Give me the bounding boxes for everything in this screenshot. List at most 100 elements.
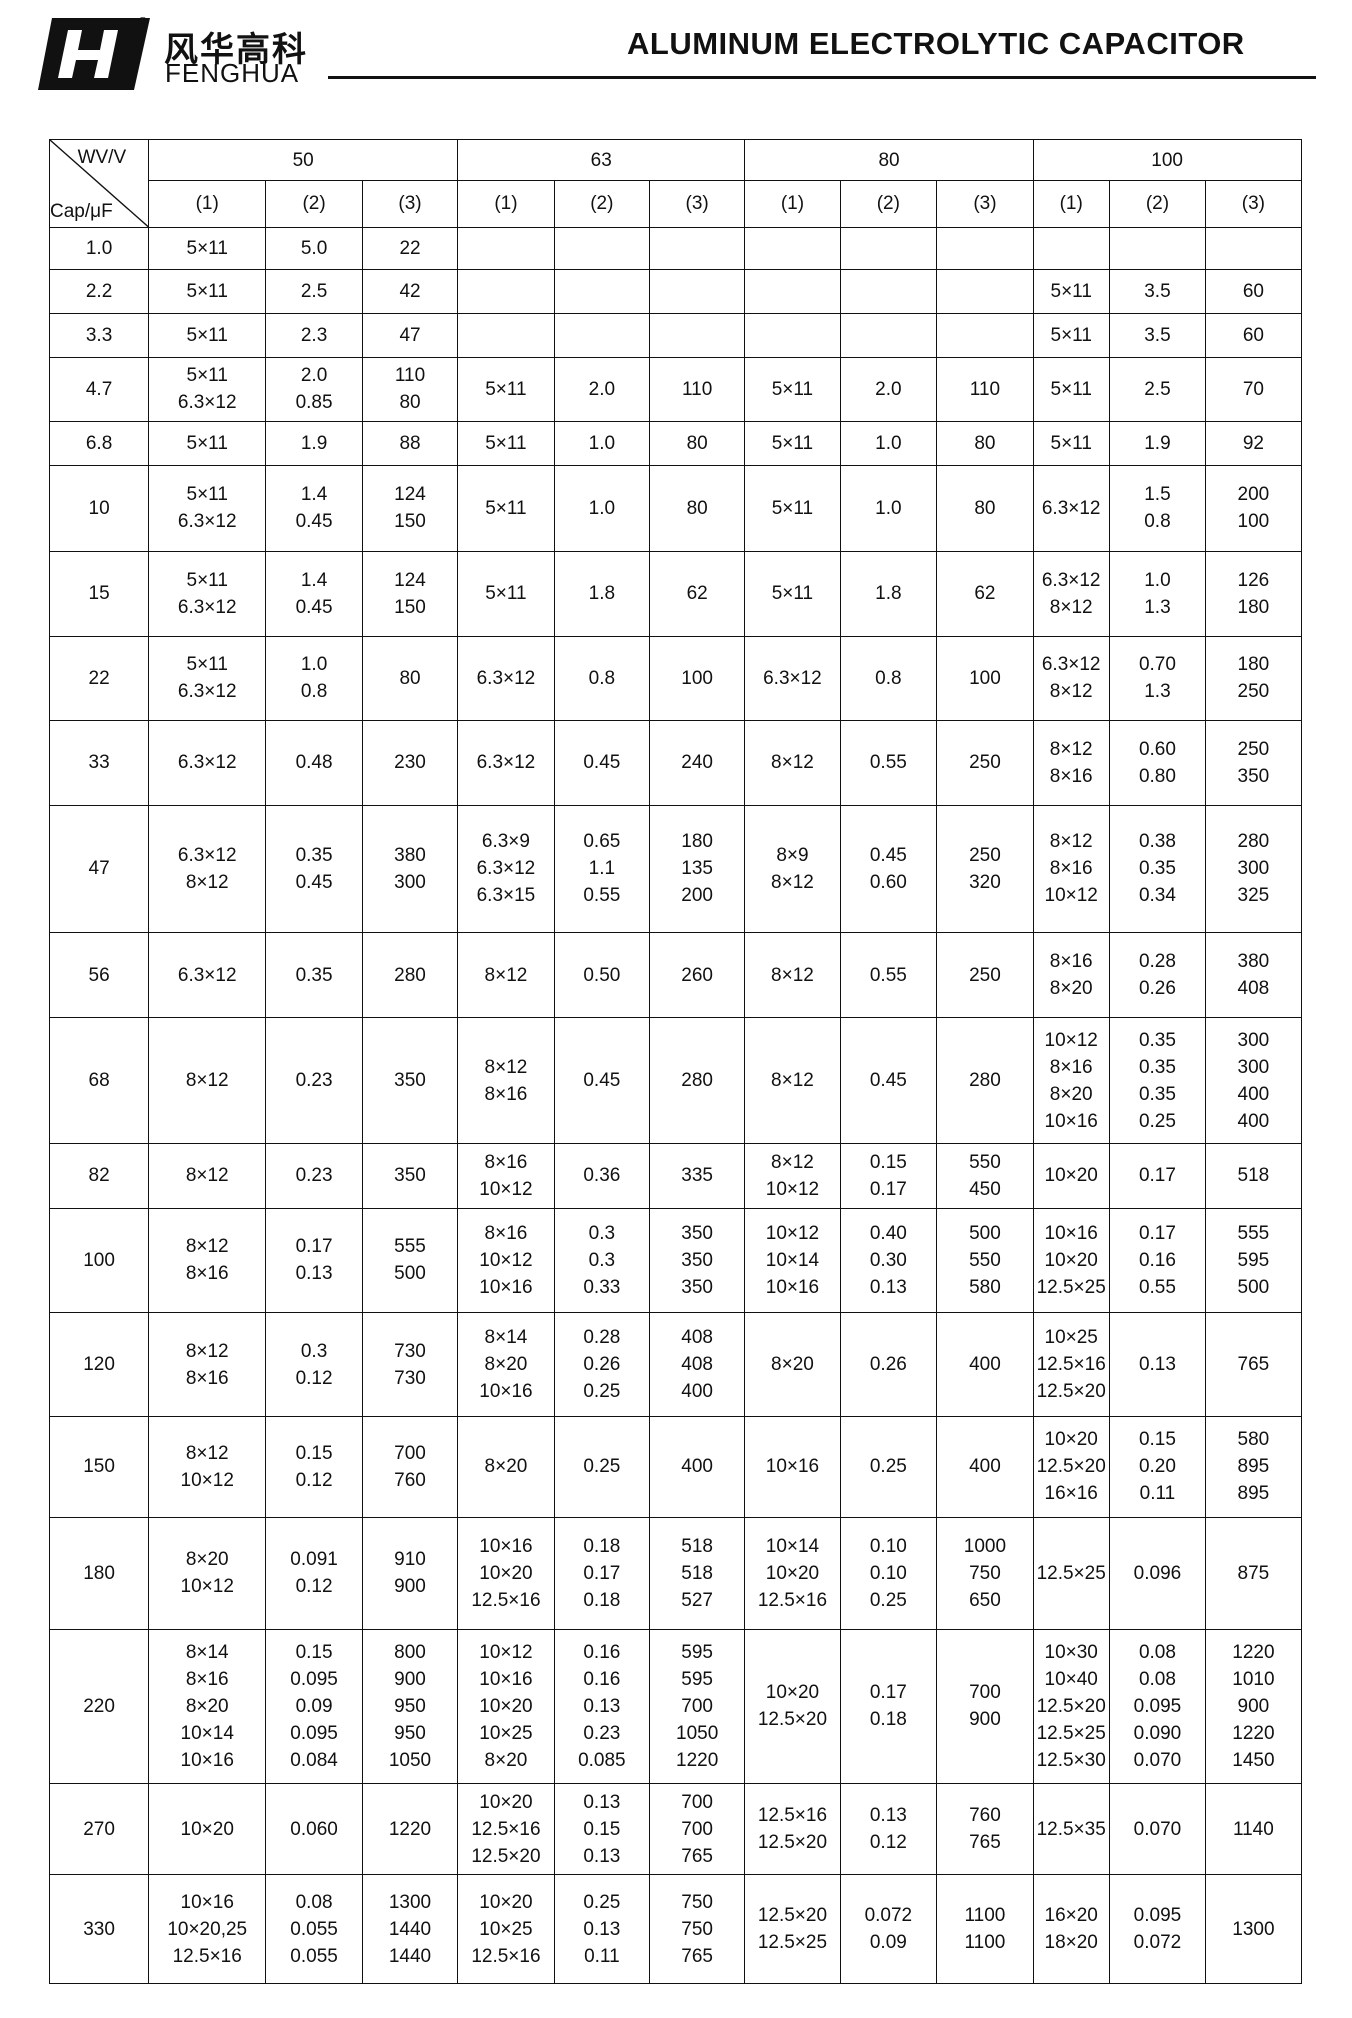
cell-line: 450 xyxy=(969,1178,1001,1200)
cell-line: 1.9 xyxy=(300,432,328,454)
cell-line: 10×20 xyxy=(479,1791,533,1813)
value-cell: 1100 1100 xyxy=(936,1874,1034,1984)
cell-line: 380 xyxy=(1237,951,1270,973)
value-cell: 5×11 xyxy=(457,464,555,552)
cell-line: 910 xyxy=(394,1549,426,1571)
value-cell xyxy=(648,312,746,358)
cell-line: 18×20 xyxy=(1044,1932,1098,1954)
cell-line: 0.3 xyxy=(588,1222,616,1244)
cell-line: 10×40 xyxy=(1044,1668,1098,1690)
cell-line: 0.36 xyxy=(583,1165,621,1187)
cell-line: 6.3×12 xyxy=(1041,497,1101,519)
cell-line: 0.16 xyxy=(583,1641,621,1663)
cell-line: 10×25 xyxy=(479,1722,533,1744)
value-cell: 1.9 xyxy=(265,420,363,466)
cell-line: 5×11 xyxy=(485,432,527,454)
cell-line: 10×16 xyxy=(1044,1110,1098,1132)
cell-line: 300 xyxy=(394,871,426,893)
value-cell: 6.3×12 xyxy=(1032,464,1110,552)
value-cell: 10×20 12.5×20 16×16 xyxy=(1032,1416,1110,1518)
value-cell: 2.5 xyxy=(1108,356,1207,422)
cell-line: 2.0 xyxy=(588,378,616,400)
cell-line: 0.55 xyxy=(869,964,907,986)
cell-line: 0.084 xyxy=(290,1749,338,1771)
cell-line: 12.5×25 xyxy=(1036,1722,1106,1744)
cell-line: 8×12 xyxy=(185,1070,229,1092)
cell-line: 325 xyxy=(1237,885,1270,907)
value-cell: 2.0 0.85 xyxy=(265,356,363,422)
cell-line: 8×20 xyxy=(185,1695,229,1717)
data-row: 82 8×12 0.23 350 8×16 10×12 0.36 335 8×12 10×12 0.… xyxy=(48,1143,1352,1209)
cell-line: 1.4 xyxy=(300,484,328,506)
cell-line: 895 xyxy=(1237,1483,1270,1505)
cell-line: 62 xyxy=(686,583,708,605)
cell-line: 5×11 xyxy=(771,378,814,400)
cell-line: 0.090 xyxy=(1133,1722,1182,1744)
value-cell: 555 595 500 xyxy=(1205,1207,1302,1313)
cell-line: 1.0 xyxy=(588,432,616,454)
cell-line: 0.40 xyxy=(869,1222,907,1244)
column-header: (2) xyxy=(553,180,651,228)
cell-line: 1.0 xyxy=(588,497,616,519)
cell-line: 0.17 xyxy=(1138,1222,1176,1244)
cell-line: 0.15 xyxy=(295,1641,333,1663)
cell-line: 0.09 xyxy=(295,1695,333,1717)
cell-line: 408 xyxy=(681,1327,713,1348)
cell-line: 765 xyxy=(681,1945,713,1967)
cell-line: 60 xyxy=(1242,324,1264,346)
cell-line: 1.3 xyxy=(1144,681,1171,703)
cell-line: 0.50 xyxy=(583,964,621,986)
registered-mark: ® xyxy=(138,14,148,29)
value-cell xyxy=(1108,226,1207,271)
value-cell: 0.8 xyxy=(839,635,938,721)
cell-line: 0.095 xyxy=(1133,1695,1182,1717)
cell-line: 5×11 xyxy=(771,497,814,519)
value-cell: 8×16 8×20 xyxy=(1032,932,1110,1019)
cell-line: 0.45 xyxy=(869,1070,907,1092)
value-cell: 250 xyxy=(936,719,1034,806)
cell-line: 0.15 xyxy=(869,1151,907,1173)
cell-line: 550 xyxy=(969,1151,1001,1173)
data-row: 4.7 5×11 6.3×12 2.0 0.85 110 80 5×11 2.0 110 5×11 2… xyxy=(48,356,1352,422)
cell-line: 8×12 xyxy=(185,1236,229,1258)
value-cell: 8×16 10×12 10×16 xyxy=(457,1207,555,1313)
cell-line: 12.5×16 xyxy=(471,1589,541,1611)
data-row: 3.3 5×11 2.3 47 5×11 3.5 60 xyxy=(48,312,1352,358)
cell-line: 550 xyxy=(969,1249,1001,1271)
cell-line: 0.08 xyxy=(295,1891,333,1913)
value-cell: 0.17 xyxy=(1108,1143,1207,1209)
cell-line: 6.3×12 xyxy=(177,844,237,866)
value-cell: 2.0 xyxy=(839,356,938,422)
cell-line: 350 xyxy=(1237,765,1270,787)
value-cell: 280 xyxy=(361,932,459,1019)
value-cell: 2.0 xyxy=(553,356,651,422)
cell-line: 8×16 xyxy=(484,1151,528,1173)
cell-line: 180 xyxy=(1237,596,1270,618)
cell-line: 0.12 xyxy=(295,1469,333,1491)
value-cell: 88 xyxy=(361,420,459,466)
value-cell: 0.36 xyxy=(553,1143,651,1209)
cell-line: 380 xyxy=(394,844,426,866)
cell-line: 8×16 xyxy=(484,1222,528,1244)
cell-line: 1.1 xyxy=(588,858,616,880)
cell-line: 0.25 xyxy=(869,1589,907,1611)
value-cell: 0.072 0.09 xyxy=(839,1874,938,1984)
cell-line: 10×12 xyxy=(180,1576,234,1598)
cell-line: 12.5×20 xyxy=(1036,1695,1106,1717)
cell-line: 200 xyxy=(1237,484,1270,506)
cell-line: 0.13 xyxy=(869,1805,907,1827)
cell-line: 0.095 xyxy=(1133,1905,1182,1927)
value-cell: 110 xyxy=(936,356,1034,422)
value-cell: 0.17 0.16 0.55 xyxy=(1108,1207,1207,1313)
value-cell xyxy=(936,269,1034,314)
value-cell xyxy=(457,226,555,271)
cell-line: 0.10 xyxy=(869,1562,907,1584)
cell-line: 518 xyxy=(681,1535,713,1557)
value-cell: 10×14 10×20 12.5×16 xyxy=(744,1516,841,1630)
value-cell: 595 595 700 1050 1220 xyxy=(648,1628,746,1785)
value-cell: 300 300 400 400 xyxy=(1205,1017,1302,1145)
cell-line: 0.30 xyxy=(869,1249,907,1271)
cell-line: 1300 xyxy=(1232,1918,1275,1940)
cell-line: 0.17 xyxy=(583,1562,621,1584)
value-cell: 0.3 0.12 xyxy=(265,1311,363,1418)
